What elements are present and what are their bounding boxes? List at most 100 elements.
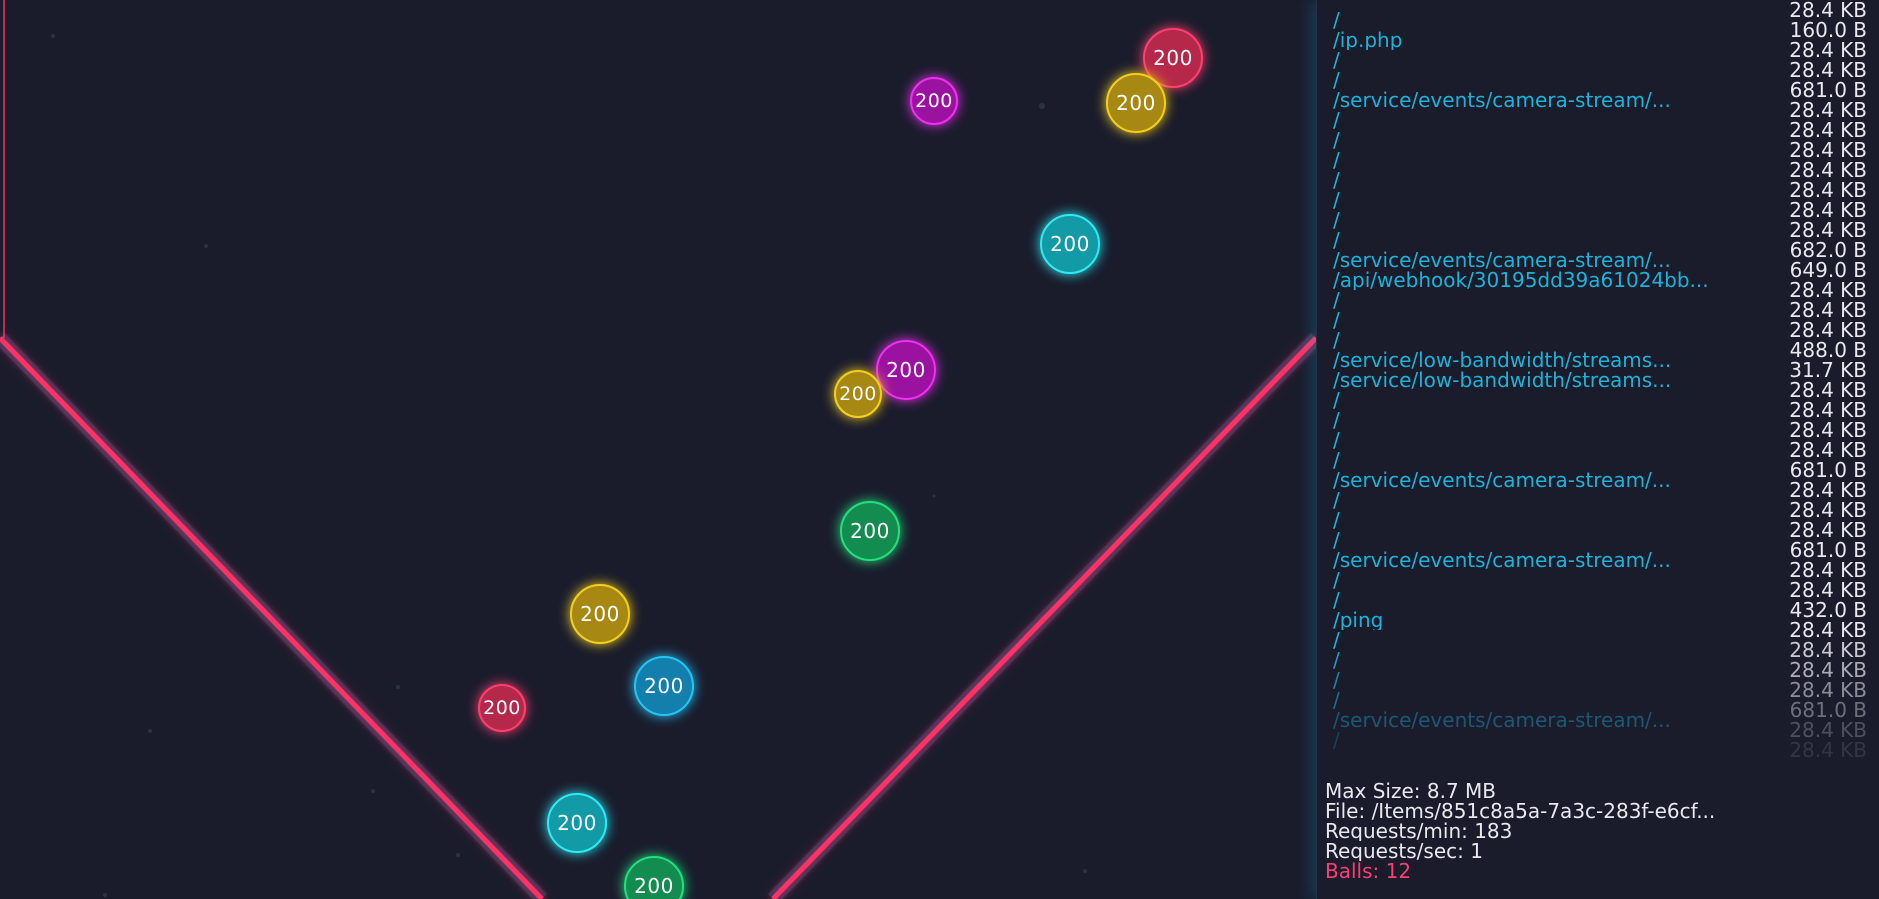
log-entry-path[interactable]: / [1333,310,1340,330]
log-entry: /service/events/camera-stream/... 682.0 B [1325,238,1875,270]
balls-count-stat: Balls: 12 [1325,861,1412,881]
log-entry-path[interactable]: / [1333,430,1340,450]
log-entry-path[interactable]: / [1333,150,1340,170]
log-entry-path[interactable]: / [1333,490,1340,510]
log-entry-size: 28.4 KB [1789,318,1867,342]
log-entry: /ping 432.0 B [1325,598,1875,630]
log-entry: / 28.4 KB [1325,400,1875,430]
funnel-right-wall-core [771,336,1316,899]
log-entry: / 28.4 KB [1325,658,1875,690]
log-entry-size: 681.0 B [1789,538,1867,562]
request-log-panel: / 28.4 KB/ip.php 160.0 B / 28.4 KB / 28.4 KB/s… [1316,0,1879,899]
funnel-left-wall-core [0,336,544,899]
dust-particle [51,34,55,38]
log-entry: /api/webhook/30195dd39a61024bb... 649.0 B [1325,258,1875,290]
log-entry-size: 28.4 KB [1789,438,1867,462]
log-entry: / 28.4 KB [1325,518,1875,550]
log-entry-path[interactable]: /service/events/camera-stream/... [1333,470,1671,490]
log-entry-path[interactable]: / [1333,190,1340,210]
log-entry-path[interactable]: / [1333,70,1340,90]
log-entry-size: 28.4 KB [1789,298,1867,322]
log-entry-path[interactable]: / [1333,50,1340,70]
log-entry-path[interactable]: / [1333,450,1340,470]
log-entry: / 28.4 KB [1325,678,1875,710]
log-entry-size: 28.4 KB [1789,158,1867,182]
log-entry-size: 28.4 KB [1789,618,1867,642]
request-log-list[interactable]: / 28.4 KB/ip.php 160.0 B / 28.4 KB / 28.4 KB/s… [1325,0,1875,785]
log-entry-path[interactable]: /api/webhook/30195dd39a61024bb... [1333,270,1709,290]
log-entry-size: 432.0 B [1789,598,1867,622]
log-entry: / 28.4 KB [1325,120,1875,150]
log-entry-path[interactable]: /service/low-bandwidth/streams... [1333,350,1672,370]
log-entry-size: 28.4 KB [1789,578,1867,602]
log-entry-size: 28.4 KB [1789,218,1867,242]
ball-visualizer: 200 200 200 200 200 200 200 200 200 200 … [0,0,1316,899]
log-entry-path[interactable]: / [1333,530,1340,550]
log-entry-path[interactable]: / [1333,630,1340,650]
log-entry: / 28.4 KB [1325,378,1875,410]
log-entry-path[interactable]: / [1333,410,1340,430]
status-ball: 200 [840,501,900,561]
log-entry-path[interactable]: /service/events/camera-stream/... [1333,90,1671,110]
log-entry: / 28.4 KB [1325,218,1875,250]
log-entry-path[interactable]: / [1333,570,1340,590]
log-entry: / 28.4 KB [1325,640,1875,670]
log-entry-path[interactable]: /service/events/camera-stream/... [1333,710,1671,730]
log-entry: / 28.4 KB [1325,180,1875,210]
log-entry: /ip.php 160.0 B [1325,18,1875,50]
dust-particle [103,893,107,897]
log-entry-size: 28.4 KB [1789,658,1867,682]
status-ball: 200 [1040,214,1100,274]
log-entry-path[interactable]: /service/low-bandwidth/streams... [1333,370,1672,390]
status-ball: 200 [478,684,526,732]
log-entry: 28.4 KB [1325,740,1875,760]
log-entry-path[interactable]: / [1333,590,1340,610]
log-entry-path[interactable]: /ip.php [1333,30,1403,50]
log-entry-size: 28.4 KB [1789,138,1867,162]
status-ball: 200 [634,656,694,716]
log-entry: /service/low-bandwidth/streams... 488.0 B [1325,340,1875,370]
log-entry-path[interactable]: / [1333,670,1340,690]
log-entry-path[interactable]: / [1333,330,1340,350]
requests-per-min-stat: Requests/min: 183 [1325,821,1513,841]
log-entry-path[interactable]: / [1333,130,1340,150]
log-entry-size: 28.4 KB [1789,498,1867,522]
status-ball: 200 [876,340,936,400]
log-entry-path[interactable]: /ping [1333,610,1384,630]
log-entry: / 28.4 KB [1325,98,1875,130]
log-entry: / 28.4 KB [1325,60,1875,90]
file-stat: File: /Items/851c8a5a-7a3c-283f-e6cf... [1325,801,1716,821]
log-entry-path[interactable]: / [1333,290,1340,310]
log-entry-size: 681.0 B [1789,78,1867,102]
log-entry-path[interactable]: / [1333,170,1340,190]
log-entry-path[interactable]: / [1333,650,1340,670]
funnel-graphic [0,0,1316,899]
log-entry-path[interactable]: / [1333,210,1340,230]
dust-particle [932,494,936,498]
dust-particle [396,685,400,689]
log-entry-path[interactable]: /service/events/camera-stream/... [1333,550,1671,570]
log-entry-path[interactable]: / [1333,690,1340,710]
log-entry-size: 28.4 KB [1789,378,1867,402]
log-entry: / 28.4 KB [1325,198,1875,230]
status-ball: 200 [834,370,882,418]
log-entry-size: 649.0 B [1789,258,1867,282]
log-entry-path[interactable]: / [1333,10,1340,30]
log-entry: / 28.4 KB [1325,298,1875,330]
log-entry-path[interactable]: / [1333,110,1340,130]
log-entry-size: 28.4 KB [1789,198,1867,222]
log-entry: /service/events/camera-stream/... 681.0 B [1325,78,1875,110]
log-entry-path[interactable]: / [1333,230,1340,250]
log-entry-size: 28.4 KB [1789,518,1867,542]
log-entry-path[interactable]: / [1333,390,1340,410]
log-entry-size: 31.7 KB [1789,358,1867,382]
log-entry-path[interactable]: / [1333,730,1340,750]
log-entry-path[interactable]: / [1333,510,1340,530]
log-entry-size: 28.4 KB [1789,98,1867,122]
log-entry-size: 28.4 KB [1789,678,1867,702]
log-entry-size: 160.0 B [1789,18,1867,42]
log-entry-size: 682.0 B [1789,238,1867,262]
log-entry: / 28.4 KB [1325,480,1875,510]
log-entry-path[interactable]: /service/events/camera-stream/... [1333,250,1671,270]
log-entry: / 28.4 KB [1325,498,1875,530]
